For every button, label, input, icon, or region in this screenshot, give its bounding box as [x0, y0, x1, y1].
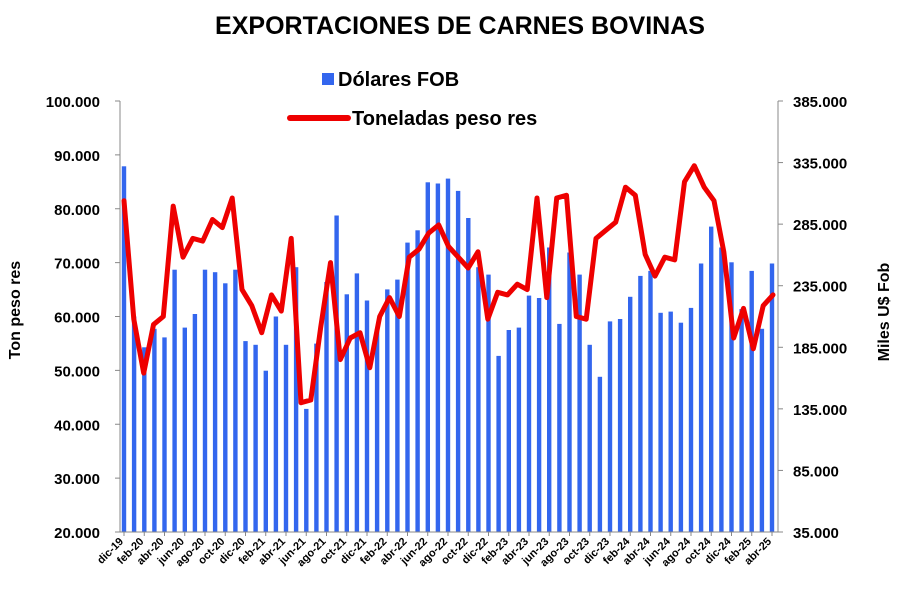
- bar: [547, 247, 552, 532]
- bar: [476, 267, 481, 532]
- y-axis-label-right: Miles U$ Fob: [876, 262, 893, 361]
- bar: [698, 263, 704, 532]
- bar: [121, 166, 127, 533]
- left-tick-label: 80.000: [54, 202, 100, 219]
- bar: [557, 323, 562, 532]
- bar: [719, 247, 724, 532]
- bar: [385, 289, 390, 532]
- bar: [506, 330, 511, 532]
- bar: [455, 190, 461, 532]
- bar: [648, 270, 653, 532]
- bar: [435, 183, 441, 532]
- bar: [587, 344, 592, 532]
- bar: [709, 226, 714, 532]
- right-tick-label: 35.000: [793, 525, 839, 542]
- legend-swatch-dolares-fob: [322, 73, 334, 85]
- right-tick-label: 285.000: [793, 217, 847, 234]
- bar: [425, 182, 430, 533]
- bar: [314, 343, 319, 532]
- bar: [405, 242, 410, 532]
- right-tick-label: 235.000: [793, 279, 847, 296]
- left-tick-label: 50.000: [54, 363, 100, 380]
- bar: [263, 370, 268, 532]
- bar: [415, 230, 420, 533]
- left-tick-label: 60.000: [54, 310, 100, 327]
- bar: [223, 283, 228, 532]
- legend-label-toneladas: Toneladas peso res: [352, 108, 537, 130]
- left-tick-label: 20.000: [54, 525, 100, 542]
- left-tick-label: 40.000: [54, 417, 100, 434]
- bar: [253, 344, 258, 532]
- bar: [628, 296, 633, 532]
- bar: [354, 273, 360, 532]
- chart-title: EXPORTACIONES DE CARNES BOVINAS: [215, 12, 705, 40]
- bar: [293, 267, 299, 532]
- bar: [729, 262, 734, 532]
- line-series-toneladas: [121, 163, 776, 406]
- bar: [658, 312, 663, 532]
- bar: [466, 218, 471, 532]
- legend-label-dolares-fob: Dólares FOB: [338, 69, 459, 91]
- right-tick-label: 135.000: [793, 402, 847, 419]
- left-tick-label: 70.000: [54, 256, 100, 273]
- right-tick-label: 385.000: [793, 94, 847, 111]
- bar: [577, 274, 582, 532]
- bar: [526, 295, 532, 532]
- bar: [395, 279, 400, 532]
- bar: [172, 269, 177, 532]
- bar: [324, 282, 329, 532]
- bar: [769, 263, 775, 532]
- left-tick-label: 100.000: [46, 94, 100, 111]
- bar: [536, 298, 542, 532]
- bar: [192, 314, 198, 532]
- bar: [364, 300, 370, 532]
- bar: [668, 311, 673, 532]
- bar: [131, 316, 137, 532]
- bar: [212, 272, 218, 532]
- bar: [739, 309, 744, 532]
- left-tick-label: 90.000: [54, 148, 100, 165]
- bar: [202, 269, 208, 532]
- bar: [334, 215, 339, 532]
- bar: [152, 328, 157, 532]
- bar: [162, 337, 167, 532]
- left-tick-label: 30.000: [54, 471, 100, 488]
- bar: [496, 355, 501, 532]
- bar: [283, 344, 289, 532]
- bar: [273, 316, 279, 532]
- bar: [688, 307, 694, 532]
- bar: [374, 328, 380, 532]
- bar: [243, 341, 248, 532]
- bar: [749, 270, 754, 532]
- right-tick-label: 185.000: [793, 340, 847, 357]
- bar: [486, 274, 491, 532]
- bar: [678, 322, 684, 532]
- y-axis-label-left: Ton peso res: [7, 261, 24, 359]
- bar: [567, 252, 572, 532]
- bar-series-dolares-fob: [121, 166, 775, 533]
- bar: [142, 347, 147, 532]
- bar: [445, 178, 451, 532]
- bar: [638, 275, 643, 532]
- bar: [617, 319, 623, 532]
- bar: [759, 328, 765, 532]
- right-tick-label: 335.000: [793, 156, 847, 173]
- bar: [233, 269, 238, 532]
- bar: [597, 376, 603, 532]
- bar: [182, 327, 187, 532]
- bar: [607, 321, 613, 532]
- bar: [304, 408, 309, 532]
- bar: [344, 294, 349, 532]
- right-tick-label: 85.000: [793, 463, 839, 480]
- bar: [516, 327, 522, 532]
